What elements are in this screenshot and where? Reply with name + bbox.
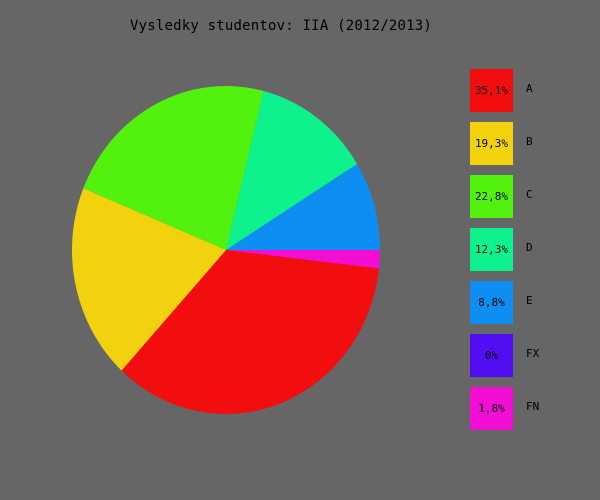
pie-slice-e <box>226 163 380 250</box>
legend-swatch-value: 19,3% <box>470 122 513 165</box>
legend-label: FN <box>526 400 540 413</box>
legend-label: D <box>526 241 533 254</box>
pie-slice-fn <box>226 250 380 269</box>
legend-swatch-value: 35,1% <box>470 69 513 112</box>
legend-swatch-value: 0% <box>470 334 513 377</box>
legend-label: B <box>526 135 533 148</box>
legend-label: E <box>526 294 533 307</box>
pie-slice-b <box>71 188 227 371</box>
pie-slice-a <box>121 250 380 414</box>
chart-title: Vysledky studentov: IIA (2012/2013) <box>129 18 432 34</box>
legend-swatch-value: 8,8% <box>470 281 513 324</box>
legend-swatch-value: 12,3% <box>470 228 513 271</box>
pie-slice-d <box>226 90 358 250</box>
legend-label: A <box>526 82 533 95</box>
legend-swatch-value: 1,8% <box>470 387 513 430</box>
legend-swatch-value: 22,8% <box>470 175 513 218</box>
pie-slice-c <box>83 85 264 250</box>
legend-label: FX <box>526 347 540 360</box>
legend-label: C <box>526 188 533 201</box>
